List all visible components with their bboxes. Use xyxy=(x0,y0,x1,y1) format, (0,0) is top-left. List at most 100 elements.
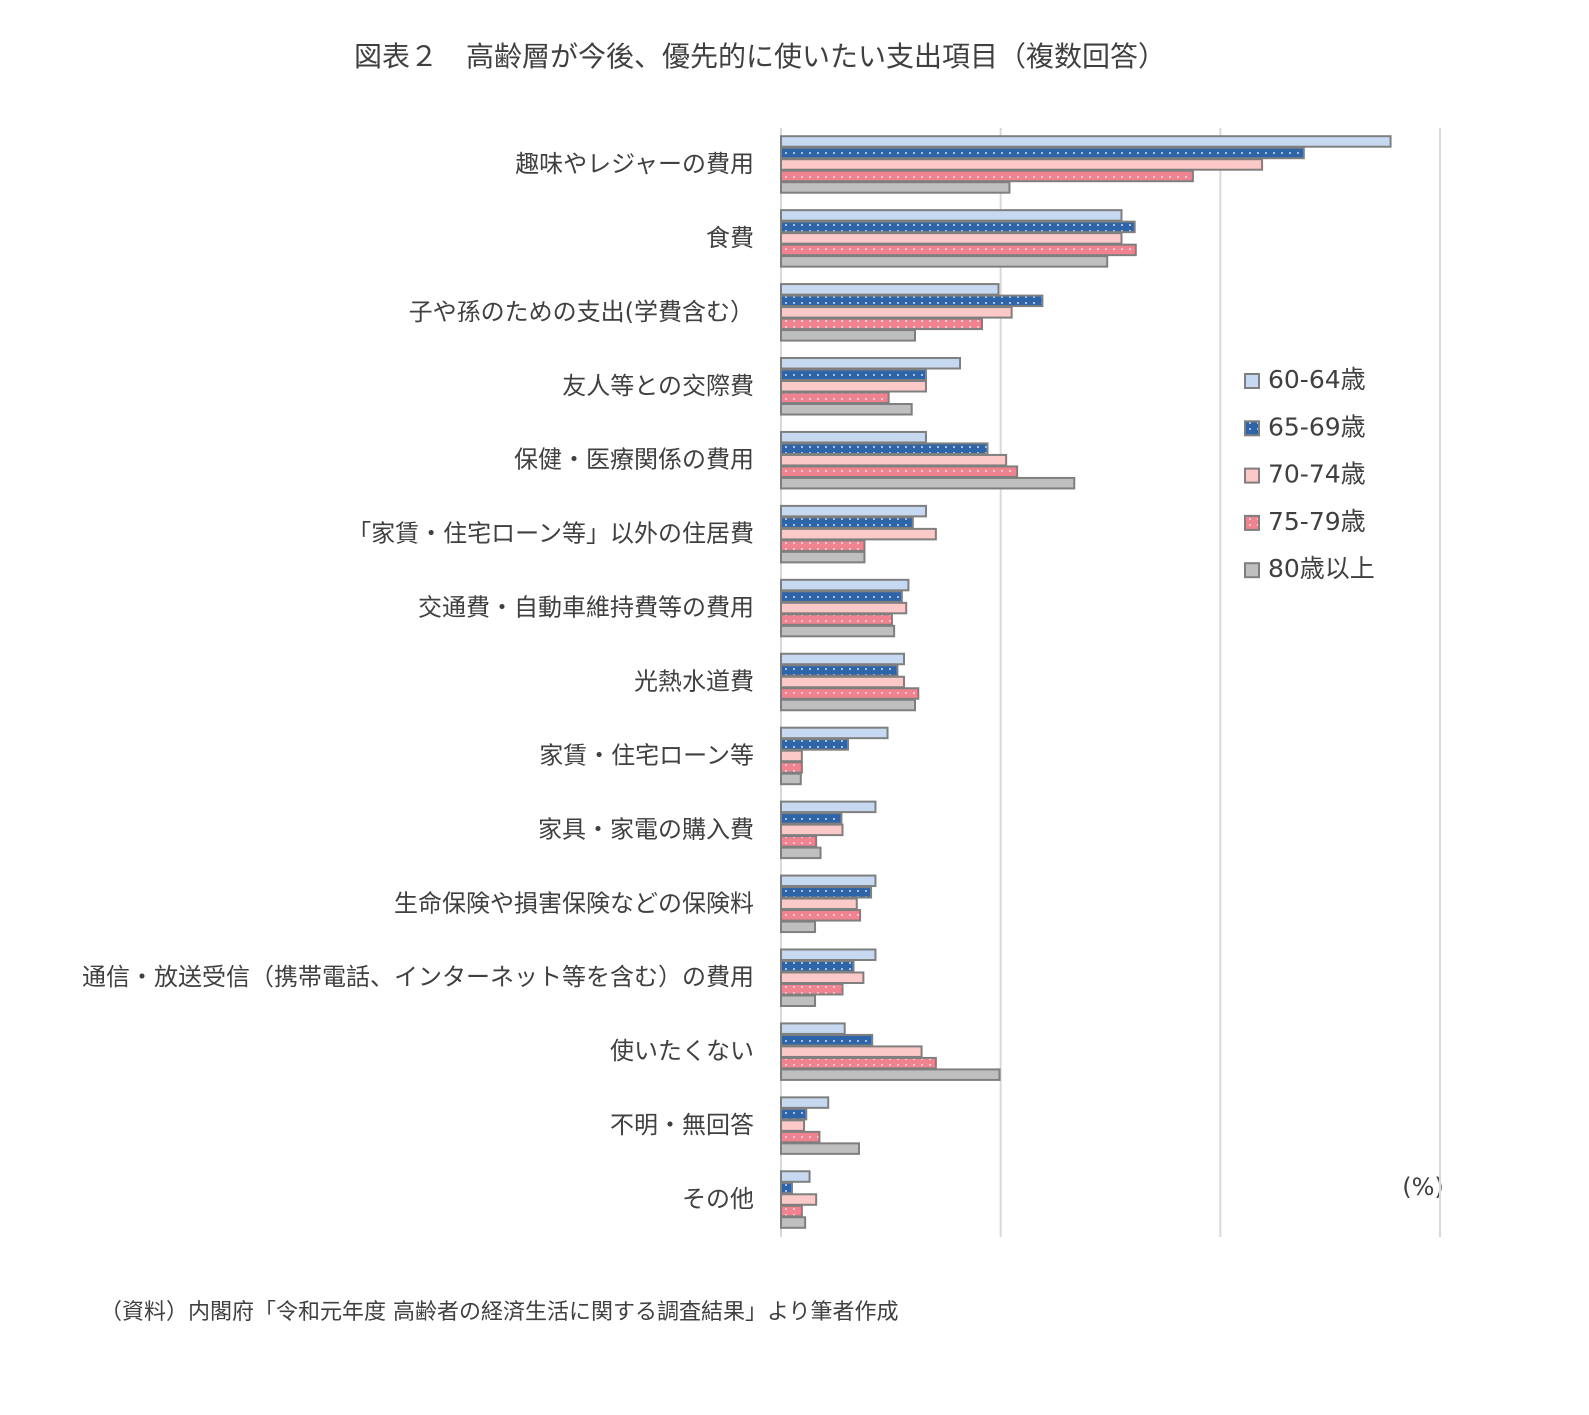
bar xyxy=(780,317,983,331)
bar xyxy=(780,800,877,814)
bar xyxy=(780,306,1013,319)
bar xyxy=(780,1033,874,1047)
y-tick-label: 通信・放送受信（携帯電話、インターネット等を含む）の費用 xyxy=(82,963,754,991)
bar xyxy=(780,146,1305,160)
bar xyxy=(780,516,914,529)
legend-label: 65-69歳 xyxy=(1268,412,1366,441)
y-tick-label: 「家賃・住宅ローン等」以外の住居費 xyxy=(347,520,754,548)
bar xyxy=(780,1142,860,1155)
legend-label: 75-79歳 xyxy=(1268,507,1366,536)
bar xyxy=(780,232,1123,245)
bar xyxy=(780,959,855,973)
bar xyxy=(780,994,817,1007)
bar xyxy=(780,539,866,552)
bar xyxy=(780,550,866,564)
legend-swatch xyxy=(1244,467,1260,484)
bar xyxy=(780,675,906,689)
y-tick-label: 使いたくない xyxy=(610,1037,754,1065)
bar xyxy=(780,1096,830,1109)
bar xyxy=(780,812,843,825)
legend-swatch xyxy=(1244,514,1260,531)
bar xyxy=(780,897,858,911)
bar xyxy=(780,368,927,382)
bar xyxy=(780,357,962,370)
bar xyxy=(780,380,927,393)
y-tick-label: 生命保険や損害保険などの保険料 xyxy=(394,889,754,917)
bar xyxy=(780,1107,808,1121)
bar xyxy=(780,652,906,666)
bar xyxy=(780,761,803,774)
bar xyxy=(780,1193,818,1206)
bar xyxy=(780,527,937,541)
bar xyxy=(780,624,896,638)
bar xyxy=(780,1022,846,1035)
bar xyxy=(780,971,865,984)
bar xyxy=(780,430,927,444)
bar xyxy=(780,453,1008,467)
bar xyxy=(780,1068,1001,1081)
y-tick-label: 家賃・住宅ローン等 xyxy=(539,741,754,769)
bar xyxy=(780,601,908,615)
y-tick-label: 交通費・自動車維持費等の費用 xyxy=(418,594,754,622)
bar xyxy=(780,1216,807,1229)
legend-label: 70-74歳 xyxy=(1268,460,1366,489)
bar xyxy=(780,209,1123,222)
bar xyxy=(780,726,889,740)
bar xyxy=(780,664,899,677)
y-tick-label: 子や孫のための支出(学費含む） xyxy=(409,298,754,326)
bar xyxy=(780,1204,803,1218)
bar xyxy=(780,158,1264,171)
legend-swatch xyxy=(1244,420,1260,437)
y-tick-label: 友人等との交際費 xyxy=(562,372,754,400)
bar xyxy=(780,476,1076,490)
legend-swatch xyxy=(1244,562,1260,579)
bar xyxy=(780,613,893,626)
bar xyxy=(780,403,913,416)
bar xyxy=(780,835,818,848)
bar xyxy=(780,391,890,405)
y-tick-label: 光熱水道費 xyxy=(634,668,754,696)
bar xyxy=(780,948,877,961)
bar xyxy=(780,874,877,888)
bar xyxy=(780,1056,937,1070)
bar xyxy=(780,1045,923,1058)
bar xyxy=(780,738,849,751)
y-tick-label: 不明・無回答 xyxy=(610,1111,754,1139)
bar xyxy=(780,243,1137,257)
bar xyxy=(780,442,989,455)
y-tick-label: 家具・家電の購入費 xyxy=(538,815,754,843)
bar xyxy=(780,294,1044,308)
bar xyxy=(780,982,844,996)
bar xyxy=(780,909,862,922)
bar xyxy=(780,687,920,700)
bar xyxy=(780,578,910,592)
bar xyxy=(780,465,1019,478)
bar xyxy=(780,283,1000,296)
legend-label: 80歳以上 xyxy=(1268,554,1375,583)
source-note: （資料）内閣府「令和元年度 高齢者の経済生活に関する調査結果」より筆者作成 xyxy=(100,1300,899,1325)
bar xyxy=(780,772,802,786)
y-tick-label: その他 xyxy=(682,1185,754,1213)
bar xyxy=(780,886,873,899)
bar xyxy=(780,1170,811,1183)
chart-title: 図表２ 高齢層が今後、優先的に使いたい支出項目（複数回答） xyxy=(354,40,1166,73)
bar xyxy=(780,846,822,860)
y-tick-label: 保健・医療関係の費用 xyxy=(514,446,754,474)
bar xyxy=(780,255,1109,268)
bar xyxy=(780,920,817,934)
bar xyxy=(780,135,1392,148)
bar xyxy=(780,329,916,342)
bar xyxy=(780,1130,821,1144)
bar xyxy=(780,1119,806,1132)
y-tick-label: 食費 xyxy=(706,224,754,252)
bar xyxy=(780,749,803,763)
bar xyxy=(780,220,1136,234)
bar xyxy=(780,181,1011,194)
bar xyxy=(780,590,903,603)
bar xyxy=(780,823,844,837)
y-tick-label: 趣味やレジャーの費用 xyxy=(515,150,754,178)
bar xyxy=(780,1181,793,1195)
bar xyxy=(780,504,927,518)
legend-swatch xyxy=(1244,373,1260,389)
